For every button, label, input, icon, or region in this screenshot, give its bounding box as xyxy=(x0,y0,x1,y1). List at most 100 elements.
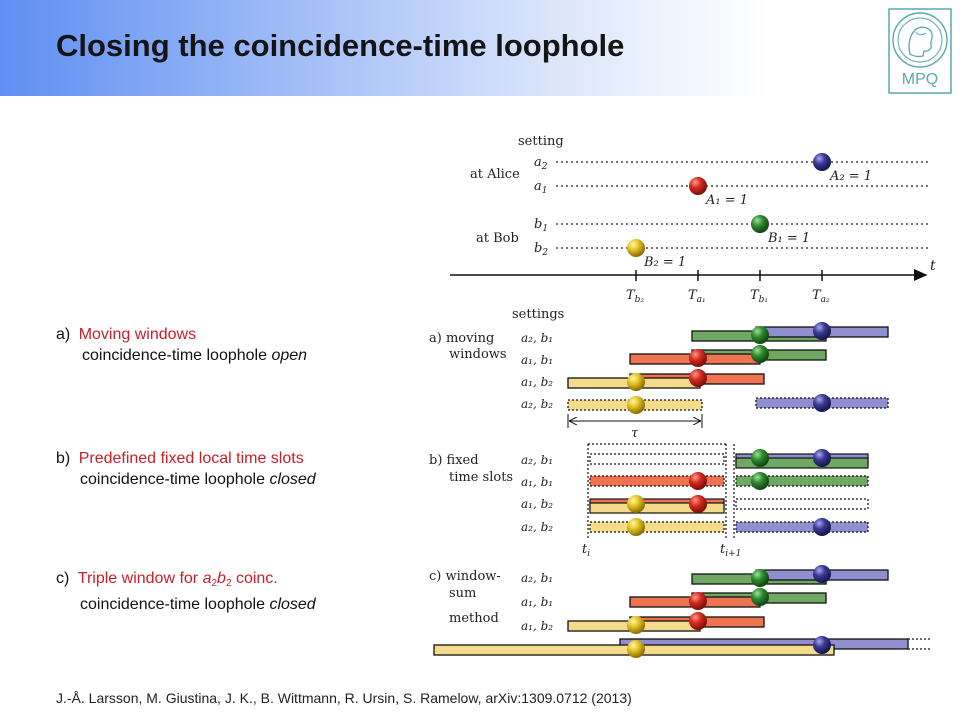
ball-a-green-1 xyxy=(751,326,769,344)
ball-a-yellow-1 xyxy=(627,373,645,391)
item-c-heading-suffix: coinc. xyxy=(231,570,278,587)
event-a2-label: A₂ = 1 xyxy=(829,169,872,184)
tick-label-ta2: Ta₂ xyxy=(812,288,830,305)
time-axis-label: t xyxy=(930,258,936,274)
settings-label: settings xyxy=(512,307,564,322)
ball-c-blue-2 xyxy=(813,636,831,654)
panel-a-row-a2b2: a₂, b₂ xyxy=(521,397,553,411)
panel-b-row-a1b1: a₁, b₁ xyxy=(521,475,553,489)
ball-c-red-2 xyxy=(689,612,707,630)
setting-a2: a2 xyxy=(534,155,548,172)
tick-label-tb2: Tb₂ xyxy=(626,288,644,305)
panel-a-row-a1b1: a₁, b₁ xyxy=(521,353,553,367)
item-c-heading-prefix: Triple window for xyxy=(77,570,203,587)
ball-b-green-1 xyxy=(751,449,769,467)
panel-c-row-a1b2: a₁, b₂ xyxy=(521,619,553,633)
panel-a-label-1: a) moving xyxy=(429,331,494,346)
item-c-sub1: 2 xyxy=(211,578,218,589)
item-b-heading: Predefined fixed local time slots xyxy=(78,450,304,467)
ball-c-blue-1 xyxy=(813,565,831,583)
setting-label: setting xyxy=(518,134,564,149)
event-a1-ball xyxy=(689,177,707,195)
ball-b-blue-1 xyxy=(813,449,831,467)
ball-a-yellow-2 xyxy=(627,396,645,414)
tick-label-ta1: Ta₁ xyxy=(688,288,706,305)
slot-label-ti1: ti+1 xyxy=(720,542,741,559)
panel-c-label-1: c) window- xyxy=(429,569,501,584)
panel-fixed-slots: b) fixed time slots a₂, b₁ a₁, b₁ a₁, b₂… xyxy=(429,443,869,559)
panel-c-label-3: method xyxy=(449,611,499,626)
bar-b-green-1 xyxy=(735,457,869,469)
panel-window-sum: c) window- sum method a₂, b₁ a₁, b₁ a₁, … xyxy=(429,565,930,658)
ball-a-red-2 xyxy=(689,369,707,387)
item-c-status: closed xyxy=(269,596,316,613)
setting-b2: b2 xyxy=(534,241,548,258)
ball-c-yellow-2 xyxy=(627,640,645,658)
bar-b-yellow-1 xyxy=(589,502,725,514)
panel-a-label-2: windows xyxy=(449,347,507,362)
ball-b-red-2 xyxy=(689,495,707,513)
ball-a-green-2 xyxy=(751,345,769,363)
timeline-panel: setting at Alice at Bob a2 a1 b1 b2 t Tb… xyxy=(450,134,936,305)
item-c-sub2: 2 xyxy=(225,578,232,589)
item-a: a) Moving windows coincidence-time looph… xyxy=(56,324,307,366)
tick-label-tb1: Tb₁ xyxy=(750,288,768,305)
item-a-desc-prefix: coincidence-time loophole xyxy=(82,347,272,364)
item-c-var2: b xyxy=(217,570,226,587)
panel-b-label-1: b) fixed xyxy=(429,453,479,468)
ball-c-green-1 xyxy=(751,569,769,587)
item-a-heading: Moving windows xyxy=(78,326,197,343)
item-b-status: closed xyxy=(269,471,316,488)
alice-label: at Alice xyxy=(470,167,520,182)
item-a-label: a) xyxy=(56,326,71,343)
item-b: b) Predefined fixed local time slots coi… xyxy=(56,448,316,490)
item-c-var1: a xyxy=(202,570,212,587)
ball-c-green-2 xyxy=(751,588,769,606)
setting-a1: a1 xyxy=(534,179,548,196)
ball-b-red-1 xyxy=(689,472,707,490)
panel-b-row-a2b1: a₂, b₁ xyxy=(521,453,553,467)
panel-a-row-a2b1: a₂, b₁ xyxy=(521,331,553,345)
item-c-label: c) xyxy=(56,570,70,587)
bar-b-red-1 xyxy=(589,475,725,487)
panel-moving-windows: settings a) moving windows a₂, b₁ a₁, b₁… xyxy=(429,307,889,441)
panel-c-row-a2b1: a₂, b₁ xyxy=(521,571,553,585)
item-b-desc-prefix: coincidence-time loophole xyxy=(80,471,270,488)
slot-b-empty-2 xyxy=(735,498,869,510)
ball-a-red-1 xyxy=(689,349,707,367)
item-c-desc: coincidence-time loophole closed xyxy=(80,596,316,613)
event-b2-ball xyxy=(627,239,645,257)
bar-b-yellow-2 xyxy=(589,521,725,533)
item-c-desc-prefix: coincidence-time loophole xyxy=(80,596,270,613)
mpq-logo: MPQ xyxy=(888,8,952,94)
slide-title: Closing the coincidence-time loophole xyxy=(56,28,625,63)
event-a2-ball xyxy=(813,153,831,171)
logo-text: MPQ xyxy=(902,71,938,88)
ball-c-red-1 xyxy=(689,592,707,610)
item-c-heading: Triple window for a2b2 coinc. xyxy=(77,570,278,589)
item-a-status: open xyxy=(271,347,308,364)
setting-b1: b1 xyxy=(534,217,548,234)
item-c: c) Triple window for a2b2 coinc. coincid… xyxy=(56,568,316,615)
ball-b-blue-2 xyxy=(813,518,831,536)
bar-b-purple-2 xyxy=(735,521,869,533)
panel-b-row-a1b2: a₁, b₂ xyxy=(521,497,553,511)
item-b-desc: coincidence-time loophole closed xyxy=(80,471,316,488)
citation: J.-Å. Larsson, M. Giustina, J. K., B. Wi… xyxy=(56,690,632,706)
ball-c-yellow-1 xyxy=(627,616,645,634)
ball-a-blue-2 xyxy=(813,394,831,412)
ball-b-yellow-2 xyxy=(627,518,645,536)
panel-b-label-2: time slots xyxy=(449,470,513,485)
slot-b-empty-1 xyxy=(589,453,725,465)
bar-b-green-2 xyxy=(735,475,869,487)
panel-b-row-a2b2: a₂, b₂ xyxy=(521,520,553,534)
item-a-desc: coincidence-time loophole open xyxy=(82,347,307,364)
panel-c-label-2: sum xyxy=(449,586,476,601)
item-b-label: b) xyxy=(56,450,71,467)
ball-a-blue-1 xyxy=(813,322,831,340)
event-b1-ball xyxy=(751,215,769,233)
header-band xyxy=(0,0,960,96)
event-a1-label: A₁ = 1 xyxy=(705,193,748,208)
slot-label-ti: ti xyxy=(582,542,590,559)
